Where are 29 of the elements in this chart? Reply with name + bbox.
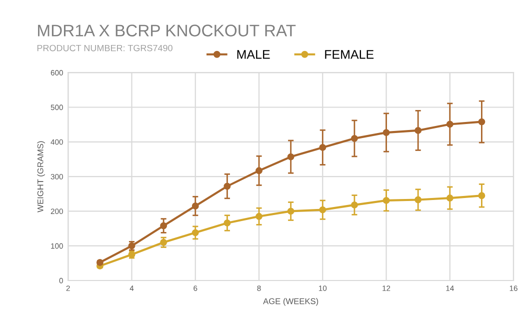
point xyxy=(160,222,168,230)
point xyxy=(478,192,486,200)
x-axis-title: AGE (WEEKS) xyxy=(263,298,318,306)
point xyxy=(224,182,231,190)
point xyxy=(478,118,486,126)
point xyxy=(446,194,454,202)
point xyxy=(319,144,326,151)
point xyxy=(350,201,358,208)
legend-label: MALE xyxy=(237,50,270,59)
point xyxy=(414,126,422,134)
point xyxy=(287,153,294,160)
point xyxy=(160,238,168,246)
point xyxy=(350,134,358,142)
point xyxy=(192,202,199,210)
point xyxy=(287,208,294,215)
point xyxy=(192,229,199,236)
point xyxy=(256,212,262,220)
chart-subtitle: PRODUCT NUMBER: TGRS7490 xyxy=(37,44,172,52)
point xyxy=(319,206,326,214)
point xyxy=(256,167,262,174)
point xyxy=(382,196,390,204)
point xyxy=(446,120,454,128)
y-axis-title: WEIGHT (GRAMS) xyxy=(37,141,45,212)
point xyxy=(224,220,231,226)
legend-label: FEMALE xyxy=(325,50,374,59)
point xyxy=(414,196,422,204)
point xyxy=(382,129,390,136)
chart-title: MDR1A X BCRP KNOCKOUT RAT xyxy=(38,24,296,36)
point xyxy=(128,242,136,250)
